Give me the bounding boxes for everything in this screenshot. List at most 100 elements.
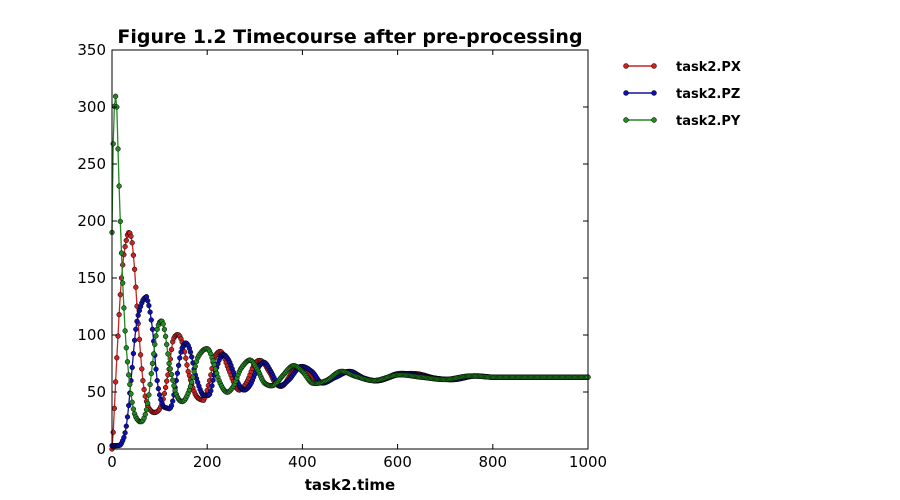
data-point: [126, 372, 132, 378]
data-point: [116, 311, 122, 318]
y-tick-label: 0: [96, 440, 106, 458]
data-point: [124, 414, 131, 420]
data-point: [128, 391, 134, 397]
data-point: [128, 233, 134, 239]
axis-layer: 0 200 400 600 800 1000 0 50 100 150 200 250 300 350: [77, 41, 607, 471]
legend-item: task2.PZ: [623, 87, 740, 102]
data-point: [153, 333, 159, 339]
data-point: [165, 351, 171, 357]
data-point: [171, 383, 177, 389]
data-point: [120, 262, 126, 268]
data-point: [145, 298, 151, 304]
data-point: [146, 302, 152, 309]
data-point: [133, 284, 139, 290]
data-point: [167, 366, 173, 372]
x-tick-label: 600: [383, 453, 412, 471]
y-tick-label: 50: [87, 383, 106, 401]
legend-marker: [651, 117, 657, 123]
data-point: [209, 383, 215, 389]
data-point: [148, 317, 154, 323]
legend-label: task2.PZ: [676, 87, 740, 102]
data-point: [145, 400, 151, 407]
legend-marker: [623, 117, 629, 123]
data-point: [208, 388, 214, 394]
data-point: [170, 377, 176, 383]
legend-item: task2.PX: [623, 60, 741, 75]
data-point: [168, 346, 175, 353]
data-point: [149, 360, 156, 367]
data-point: [183, 355, 189, 361]
data-point: [129, 399, 135, 405]
data-point: [136, 336, 143, 343]
data-point: [187, 349, 194, 355]
data-point: [123, 423, 129, 429]
data-point: [168, 403, 175, 409]
data-point: [131, 337, 138, 343]
data-point: [147, 381, 153, 388]
y-tick-label: 200: [77, 212, 106, 230]
data-point: [122, 243, 128, 250]
data-point: [166, 360, 172, 367]
legend-item: task2.PY: [623, 114, 741, 129]
legend-marker: [651, 63, 657, 69]
data-point: [160, 321, 166, 327]
plot-area: [112, 50, 588, 449]
data-point: [121, 305, 127, 311]
data-point: [190, 374, 196, 380]
data-point: [134, 318, 140, 324]
legend: task2.PX task2.PZ task2.PY: [623, 60, 741, 129]
data-point: [122, 430, 128, 436]
y-tick-label: 100: [77, 326, 106, 344]
y-tick-label: 300: [77, 98, 106, 116]
data-point: [120, 280, 126, 286]
data-point: [124, 359, 131, 365]
data-point: [161, 390, 168, 397]
data-point: [123, 345, 129, 351]
data-point: [112, 379, 119, 385]
data-point: [140, 377, 146, 384]
plot-frame: [111, 49, 589, 450]
data-point: [152, 341, 158, 348]
data-point: [115, 333, 121, 339]
data-point: [142, 411, 148, 418]
data-point: [137, 352, 144, 358]
data-point: [191, 369, 197, 375]
data-point: [129, 364, 135, 371]
data-point: [170, 398, 176, 404]
data-point: [155, 386, 162, 392]
series-task2.PY: [109, 93, 591, 425]
data-point: [154, 326, 160, 332]
data-point: [114, 355, 120, 361]
y-tick-label: 350: [77, 41, 106, 59]
data-point: [123, 237, 129, 244]
legend-label: task2.PX: [676, 60, 741, 75]
data-point: [164, 378, 170, 384]
data-point: [118, 250, 125, 256]
data-point: [147, 309, 153, 315]
data-point: [164, 341, 170, 348]
data-point: [127, 381, 133, 388]
data-point: [162, 384, 169, 391]
legend-marker: [651, 90, 657, 96]
data-point: [148, 370, 154, 377]
data-point: [162, 333, 169, 340]
data-point: [117, 218, 123, 225]
y-tick-label: 250: [77, 155, 106, 173]
legend-label: task2.PY: [676, 114, 741, 129]
data-point: [168, 371, 175, 378]
data-point: [122, 328, 128, 334]
legend-marker: [623, 90, 629, 96]
data-point: [189, 354, 195, 360]
data-point: [111, 405, 118, 412]
data-point: [112, 93, 119, 99]
series-layer: [109, 93, 591, 452]
x-tick-label: 1000: [569, 453, 607, 471]
data-point: [156, 392, 163, 398]
data-point: [174, 370, 181, 376]
data-point: [210, 377, 216, 383]
data-point: [211, 362, 217, 368]
data-point: [154, 377, 160, 384]
x-tick-label: 200: [193, 453, 222, 471]
data-point: [121, 434, 127, 441]
